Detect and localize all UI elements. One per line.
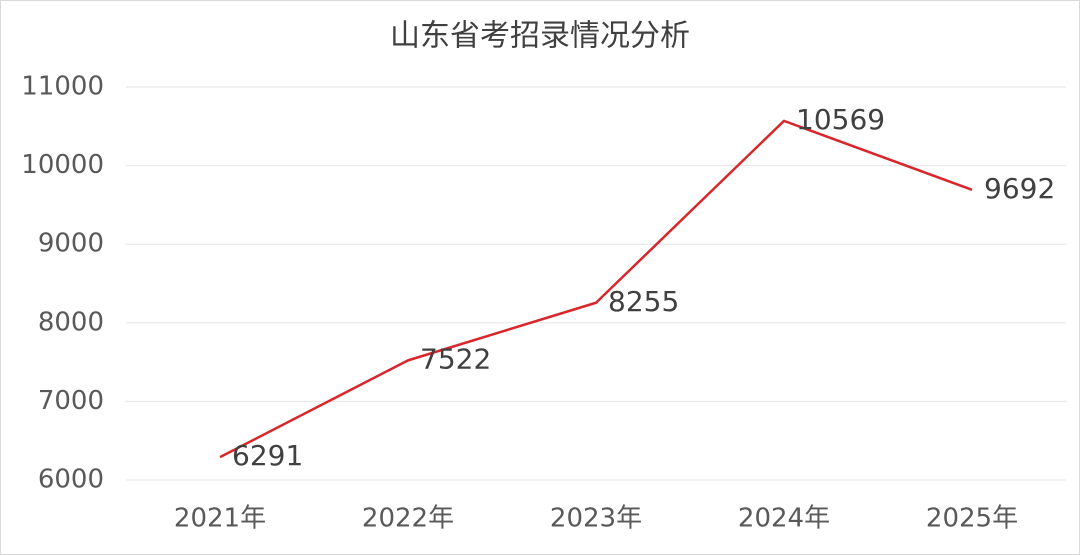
- line: [219, 119, 973, 459]
- y-tick-label: 9000: [38, 229, 104, 259]
- data-label: 7522: [420, 342, 491, 375]
- x-tick-label: 2023年: [550, 504, 642, 534]
- data-label: 8255: [608, 285, 679, 318]
- y-tick-label: 6000: [38, 465, 104, 495]
- y-tick-label: 11000: [21, 72, 104, 102]
- x-tick-label: 2021年: [174, 504, 266, 534]
- data-label: 10569: [796, 103, 885, 136]
- data-label: 9692: [984, 172, 1055, 205]
- data-label: 6291: [232, 439, 303, 472]
- x-tick-label: 2024年: [738, 504, 830, 534]
- x-tick-label: 2022年: [362, 504, 454, 534]
- x-tick-label: 2025年: [926, 504, 1018, 534]
- y-tick-label: 8000: [38, 307, 104, 337]
- chart-title: 山东省考招录情况分析: [390, 19, 690, 54]
- y-tick-label: 10000: [21, 150, 104, 180]
- y-tick-label: 7000: [38, 386, 104, 416]
